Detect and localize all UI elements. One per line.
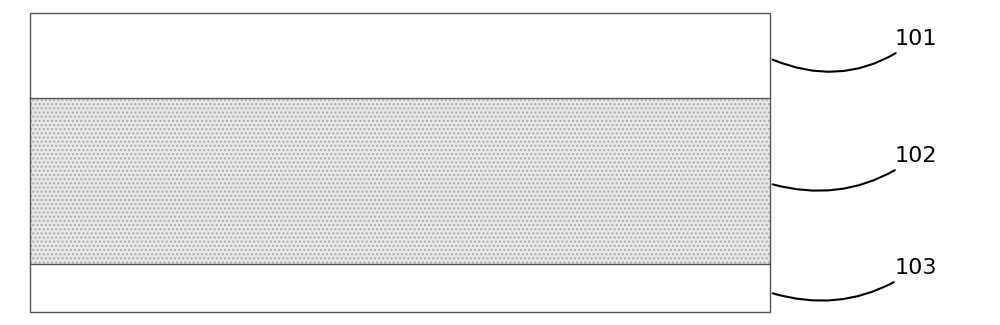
Text: 103: 103: [773, 258, 938, 301]
Bar: [30, 264, 770, 312]
Text: 101: 101: [773, 29, 938, 72]
Text: 102: 102: [773, 146, 938, 191]
Bar: [30, 13, 770, 312]
Bar: [30, 13, 770, 98]
Bar: [30, 98, 770, 264]
